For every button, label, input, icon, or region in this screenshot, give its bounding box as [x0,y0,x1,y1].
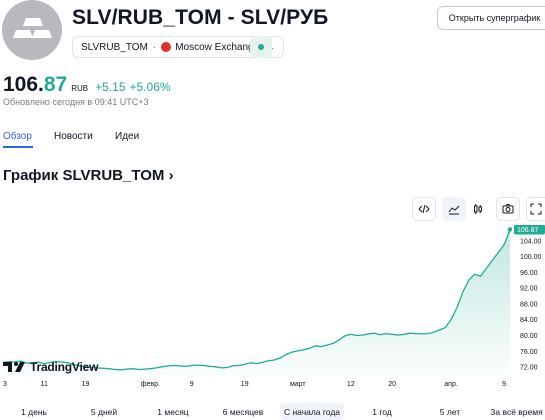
range-ytd[interactable]: С начала года [280,403,344,420]
y-tick-label: 100.00 [520,254,542,261]
chart-area-fill [3,229,510,375]
market-open-dot-icon [258,44,264,50]
y-tick-label: 88.00 [520,301,538,308]
area-chart-button[interactable] [442,197,466,221]
symbol-logo [2,0,62,60]
chart-heading-label: График SLVRUB_TOM [3,167,165,184]
open-supergraph-button[interactable]: Открыть суперграфик [437,6,545,30]
price-integer: 106. [3,73,44,96]
fullscreen-button[interactable] [526,197,545,221]
area-chart-icon [448,205,460,215]
range-1m[interactable]: 1 месяц [157,406,189,417]
tradingview-brand: TradingView [30,360,99,374]
y-tick-label: 92.00 [520,286,538,293]
range-6m[interactable]: 6 месяцев [222,406,264,417]
x-tick-label: 12 [347,381,355,388]
range-5d[interactable]: 5 дней [90,406,118,417]
camera-icon [502,204,514,214]
y-tick-label: 76.00 [520,349,538,356]
embed-button[interactable] [412,197,436,221]
y-tick-label: 80.00 [520,333,538,340]
separator: · [152,41,157,53]
price-row: 106. 87 RUB +5.15 +5.06% [3,73,171,97]
x-tick-label: февр. [141,381,160,388]
active-tab-underline [3,146,33,148]
chart-last-point [507,227,513,232]
x-tick-label: 11 [41,381,48,388]
price-change-percent: +5.06% [129,80,171,94]
snapshot-button[interactable] [496,197,520,221]
svg-text:106.87: 106.87 [517,227,539,234]
chart-last-value-label: 106.87 [514,225,545,235]
y-tick-label: 84.00 [520,317,538,324]
market-status-badge[interactable] [250,36,272,58]
updated-time: Обновлено сегодня в 09:41 UTC+3 [3,97,149,107]
y-tick-label: 104.00 [520,238,542,245]
x-tick-label: 3 [3,381,7,388]
tab-overview[interactable]: Обзор [3,131,32,142]
tradingview-mark-icon [3,362,25,372]
range-all[interactable]: За всё время [490,406,543,417]
x-tick-label: март [290,381,306,388]
x-tick-label: 20 [388,381,396,388]
symbol-label: SLVRUB_TOM [81,41,148,53]
y-tick-label: 96.00 [520,270,538,277]
silver-bars-icon [13,18,52,38]
tab-news[interactable]: Новости [54,131,93,142]
embed-icon [418,204,430,214]
x-tick-label: 9 [502,381,506,388]
price-chart[interactable]: 104.00 100.00 96.00 92.00 88.00 84.00 80.00 76.… [0,225,545,395]
range-selector: 1 день 5 дней 1 месяц 6 месяцев С начала… [0,401,545,420]
x-tick-label: апр. [444,381,458,388]
price-change: +5.15 [95,80,126,94]
chevron-right-icon: › [168,167,174,184]
y-tick-label: 72.00 [520,365,538,372]
fullscreen-icon [530,203,542,215]
chart-heading[interactable]: График SLVRUB_TOM › [3,167,174,184]
range-5y[interactable]: 5 лет [439,406,461,417]
moex-icon [161,42,172,52]
x-tick-label: 19 [241,381,249,388]
tab-ideas[interactable]: Идеи [115,131,140,142]
tradingview-logo[interactable]: TradingView [3,360,98,374]
chart-series-line [2,229,511,371]
tab-bar: Обзор Новости Идеи [0,128,545,148]
range-1y[interactable]: 1 год [372,406,392,417]
price-currency: RUB [71,84,89,93]
x-tick-label: 9 [190,381,194,388]
range-1d[interactable]: 1 день [21,406,47,417]
candles-button[interactable] [466,197,490,221]
exchange-label: Moscow Exchange [175,41,260,53]
x-tick-label: 19 [82,381,90,388]
price-decimal: 87 [43,73,68,96]
page-title: SLV/RUB_TOM - SLV/РУБ [72,6,329,29]
candles-icon [474,204,482,214]
